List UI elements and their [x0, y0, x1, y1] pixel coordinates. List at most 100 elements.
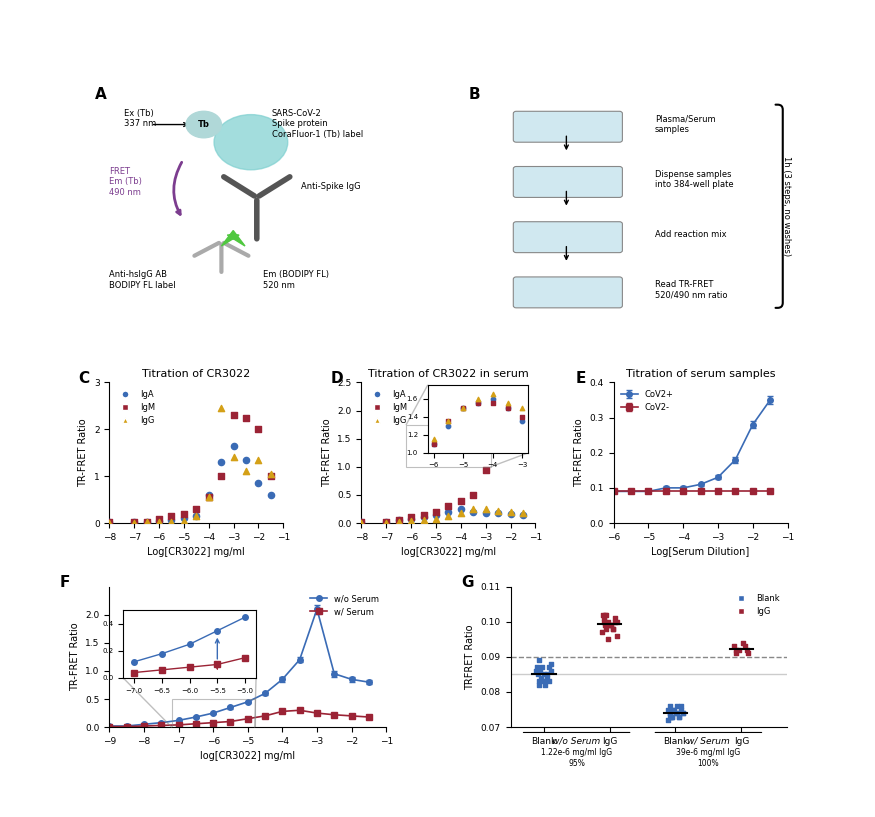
Point [152, 516, 166, 529]
Bar [172, 699, 255, 727]
Point [189, 510, 203, 523]
Point [140, 516, 154, 529]
Text: 39e-6 mg/ml IgG
100%: 39e-6 mg/ml IgG 100% [676, 748, 740, 768]
Point [189, 502, 203, 516]
Point [542, 675, 556, 688]
Point [429, 505, 443, 518]
Legend: CoV2+, CoV2-: CoV2+, CoV2- [618, 386, 676, 416]
Point [531, 664, 545, 677]
Point [663, 707, 677, 720]
Point [670, 699, 684, 712]
Point [466, 505, 480, 518]
Text: A: A [94, 87, 107, 102]
FancyBboxPatch shape [514, 221, 622, 252]
Circle shape [186, 111, 221, 138]
Point [668, 707, 682, 720]
Point [603, 618, 617, 632]
Point [102, 516, 116, 529]
Point [227, 451, 241, 464]
Point [531, 667, 545, 681]
Point [392, 514, 406, 527]
Title: Titration of serum samples: Titration of serum samples [626, 369, 775, 379]
Point [598, 608, 612, 621]
FancyBboxPatch shape [514, 277, 622, 308]
Point [738, 640, 752, 653]
Point [663, 699, 677, 712]
Text: B: B [469, 87, 480, 102]
Y-axis label: TR-FRET Ratio: TR-FRET Ratio [79, 418, 88, 487]
Y-axis label: TRFRET Ratio: TRFRET Ratio [466, 624, 475, 690]
Point [442, 510, 456, 523]
Point [727, 640, 741, 653]
Point [532, 654, 546, 667]
Text: C: C [78, 371, 89, 386]
Point [542, 661, 556, 674]
Point [604, 618, 618, 632]
Point [675, 699, 689, 712]
Point [534, 664, 548, 677]
Point [491, 504, 505, 517]
Point [536, 675, 550, 688]
Point [416, 508, 430, 521]
Point [127, 516, 141, 529]
Point [599, 623, 613, 636]
Point [732, 643, 746, 656]
Text: Dispense samples
into 384-well plate: Dispense samples into 384-well plate [654, 170, 733, 190]
Point [600, 632, 614, 645]
Point [454, 507, 468, 520]
Point [479, 463, 493, 476]
Point [214, 456, 228, 469]
Point [442, 500, 456, 513]
Legend: IgA, IgM, IgG: IgA, IgM, IgG [114, 386, 158, 429]
Point [663, 707, 677, 720]
Point [380, 516, 394, 529]
Text: w/ Serum: w/ Serum [687, 736, 730, 745]
Point [251, 422, 265, 435]
Point [532, 678, 546, 691]
Point [354, 516, 368, 529]
Point [177, 514, 191, 527]
Point [202, 489, 216, 502]
Point [251, 476, 265, 489]
Point [532, 675, 546, 688]
Point [479, 502, 493, 516]
Point [598, 618, 612, 632]
Point [604, 618, 618, 632]
Point [503, 507, 517, 520]
Point [264, 467, 278, 480]
Text: 1.22e-6 mg/ml IgG
95%: 1.22e-6 mg/ml IgG 95% [541, 748, 612, 768]
Point [535, 661, 549, 674]
Point [239, 453, 253, 467]
Point [164, 516, 178, 529]
Point [503, 505, 517, 518]
Point [601, 615, 615, 628]
Point [599, 608, 613, 621]
FancyBboxPatch shape [514, 167, 622, 198]
Point [392, 516, 406, 529]
Point [516, 507, 530, 520]
Text: Tb: Tb [198, 120, 210, 129]
Title: Titration of CR3022 in serum: Titration of CR3022 in serum [368, 369, 528, 379]
Point [608, 615, 622, 628]
Point [610, 629, 624, 642]
Point [140, 516, 154, 529]
Point [152, 513, 166, 526]
Text: Anti-Spike IgG: Anti-Spike IgG [301, 182, 360, 191]
Point [544, 658, 558, 671]
Point [595, 626, 609, 639]
X-axis label: log[CR3022] mg/ml: log[CR3022] mg/ml [200, 752, 296, 761]
Point [676, 707, 690, 720]
Point [239, 465, 253, 478]
Point [127, 516, 141, 529]
Point [608, 612, 622, 625]
Point [672, 710, 686, 723]
Point [416, 511, 430, 524]
Point [404, 515, 418, 528]
Point [429, 512, 443, 525]
Point [663, 710, 677, 723]
X-axis label: log[CR3022] mg/ml: log[CR3022] mg/ml [401, 547, 496, 557]
Point [516, 418, 530, 431]
Point [538, 675, 552, 688]
Point [102, 516, 116, 529]
Point [140, 515, 154, 528]
